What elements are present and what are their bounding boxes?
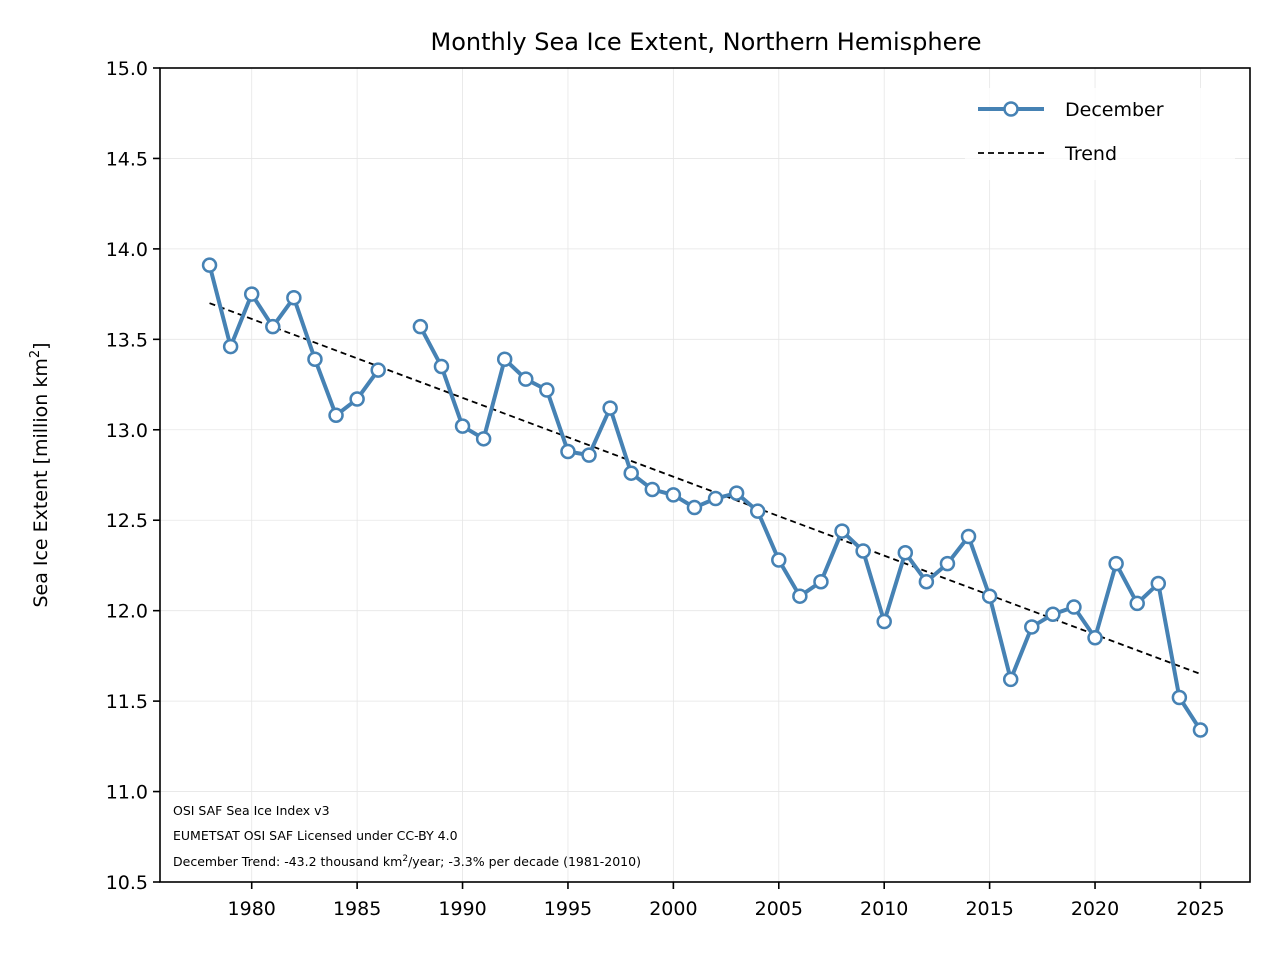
december-point	[433, 358, 450, 375]
x-tick-label: 1990	[438, 898, 486, 920]
december-point	[1087, 630, 1103, 646]
y-tick-label: 15.0	[106, 58, 148, 80]
december-point	[665, 487, 682, 503]
december-point	[496, 351, 513, 367]
december-point	[602, 400, 618, 416]
x-tick-label: 2025	[1176, 898, 1224, 920]
december-point	[623, 465, 639, 481]
december-point	[286, 289, 302, 306]
december-point	[855, 543, 871, 559]
y-tick-label: 14.0	[106, 239, 148, 261]
x-tick-label: 2010	[860, 898, 908, 920]
december-point	[1066, 599, 1082, 615]
annotation-line-1: OSI SAF Sea Ice Index v3	[173, 803, 330, 818]
december-point	[1045, 606, 1061, 623]
december-point	[581, 447, 597, 463]
december-point	[876, 613, 892, 630]
december-point	[560, 443, 576, 460]
december-point	[222, 338, 239, 355]
december-point	[981, 588, 998, 604]
y-tick-label: 13.0	[106, 420, 148, 442]
legend-december-label: December	[1065, 99, 1164, 121]
x-tick-label: 2015	[965, 898, 1013, 920]
december-point	[328, 407, 344, 424]
x-tick-label: 1985	[333, 898, 381, 920]
y-tick-label: 14.5	[106, 148, 148, 170]
december-point	[813, 573, 829, 590]
december-point	[1108, 555, 1124, 572]
december-point	[939, 555, 956, 572]
december-point	[475, 431, 492, 447]
x-tick-label: 2005	[755, 898, 803, 920]
december-point	[792, 588, 808, 604]
y-axis-label: Sea Ice Extent [million km2]	[28, 342, 52, 607]
december-point	[1002, 671, 1019, 688]
x-tick-label: 2000	[649, 898, 697, 920]
december-point	[644, 481, 661, 498]
december-point	[412, 318, 429, 335]
source-annotation: OSI SAF Sea Ice Index v3 EUMETSAT OSI SA…	[173, 803, 641, 869]
december-point	[243, 286, 260, 302]
december-point	[454, 418, 471, 434]
legend-trend-label: Trend	[1064, 143, 1117, 165]
december-series	[201, 257, 1209, 738]
axes-frame	[159, 67, 1251, 883]
december-point	[1192, 722, 1209, 738]
x-tick-label: 1995	[544, 898, 592, 920]
december-point	[749, 503, 766, 519]
y-axis: 10.5 11.0 11.5 12.0 12.5 13.0 13.5 14.0 14.5 15.0	[106, 58, 160, 894]
december-point	[834, 523, 850, 539]
december-point	[771, 552, 787, 568]
y-tick-label: 12.5	[106, 510, 148, 532]
december-point	[1129, 595, 1145, 612]
y-tick-label: 11.5	[106, 691, 148, 713]
x-axis: 1980 1985 1990 1995 2000 2005 2010 2015 2020 2025	[228, 882, 1225, 920]
december-point	[539, 382, 555, 398]
y-tick-label: 11.0	[106, 782, 148, 804]
december-point	[707, 490, 724, 507]
december-point	[728, 485, 745, 501]
december-point	[518, 371, 534, 387]
y-tick-label: 10.5	[106, 872, 148, 894]
y-tick-label: 13.5	[106, 329, 148, 351]
december-point	[1024, 619, 1040, 635]
december-point	[897, 545, 914, 561]
december-point	[960, 528, 977, 545]
december-point	[307, 351, 323, 367]
december-point	[918, 573, 935, 590]
legend-december-marker-icon	[1003, 101, 1019, 117]
december-point	[349, 391, 365, 407]
legend: December Trend	[965, 88, 1235, 180]
y-tick-label: 12.0	[106, 601, 148, 623]
december-point	[686, 499, 703, 516]
trend-series	[209, 302, 1201, 675]
x-tick-label: 1980	[228, 898, 276, 920]
december-point	[201, 257, 218, 273]
december-point	[265, 318, 281, 335]
annotation-line-2: EUMETSAT OSI SAF Licensed under CC-BY 4.…	[173, 828, 458, 843]
december-point	[1150, 575, 1167, 592]
x-tick-label: 2020	[1071, 898, 1119, 920]
trend-line	[209, 302, 1201, 675]
chart-title: Monthly Sea Ice Extent, Northern Hemisph…	[430, 28, 981, 56]
annotation-trend-line: December Trend: -43.2 thousand km2/year;…	[173, 854, 641, 869]
december-point	[1171, 689, 1188, 706]
december-point	[370, 362, 386, 378]
